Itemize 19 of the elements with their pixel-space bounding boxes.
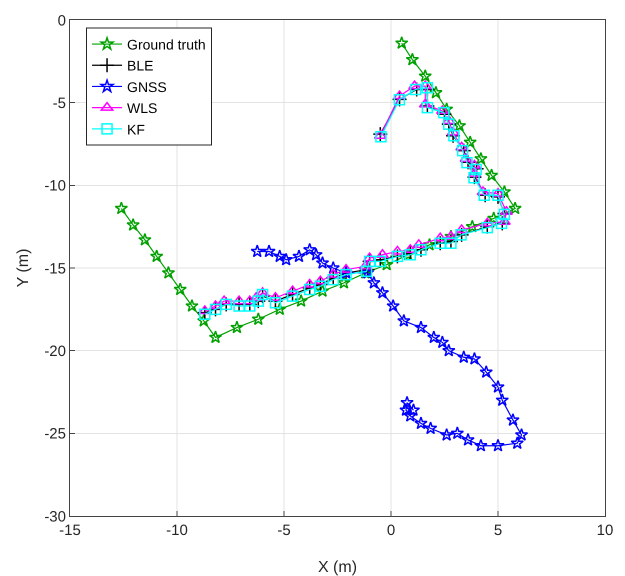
legend-label: GNSS — [127, 78, 167, 95]
legend-label: WLS — [127, 100, 158, 116]
y-tick-label: -20 — [44, 342, 66, 360]
x-tick-label: -5 — [277, 522, 291, 539]
y-tick-label: -15 — [44, 260, 66, 278]
x-tick-label: -10 — [166, 522, 188, 539]
y-tick-label: -30 — [44, 508, 66, 526]
legend-label: Ground truth — [127, 36, 206, 52]
y-tick-label: -25 — [44, 426, 66, 443]
y-tick-label: -5 — [52, 94, 66, 112]
y-tick-label: -10 — [44, 178, 66, 195]
legend-label: KF — [127, 121, 145, 138]
x-tick-label: 0 — [386, 522, 396, 539]
y-tick-label: 0 — [58, 12, 66, 30]
y-axis-title: Y (m) — [15, 248, 32, 288]
legend-label: BLE — [127, 58, 154, 74]
x-axis-title: X (m) — [318, 559, 358, 576]
x-tick-label: 5 — [494, 522, 502, 539]
x-tick-label: 10 — [596, 522, 614, 539]
